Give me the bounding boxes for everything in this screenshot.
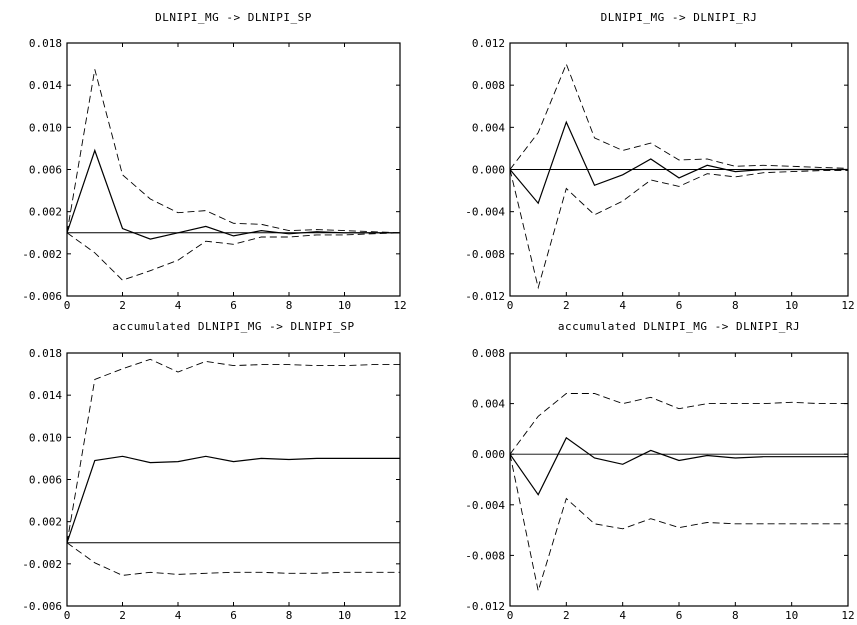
y-tick-label: 0.000 [472, 164, 505, 177]
upper-confidence-band [66, 358, 400, 543]
x-tick-label: 2 [563, 299, 570, 312]
x-tick-label: 8 [732, 609, 739, 622]
x-tick-label: 12 [841, 609, 854, 622]
x-tick-label: 8 [732, 299, 739, 312]
irf-panel-1: DLNIPI_MG -> DLNIPI_SP -0.006 -0.002 0.002 0… [22, 11, 406, 312]
x-tick-label: 4 [175, 609, 182, 622]
x-tick-label: 6 [676, 609, 683, 622]
y-tick-label: 0.006 [29, 474, 62, 487]
x-tick-label: 4 [619, 299, 626, 312]
y-tick-label: 0.008 [472, 347, 505, 360]
y-tick-label: -0.004 [465, 206, 505, 219]
upper-confidence-band [66, 69, 401, 234]
y-tick-label: 0.000 [472, 448, 505, 461]
y-tick-label: 0.014 [29, 389, 62, 402]
y-tick-label: -0.004 [465, 499, 505, 512]
y-tick-label: -0.012 [465, 600, 505, 613]
x-tick-label: 2 [563, 609, 570, 622]
irf-panel-3: accumulated DLNIPI_MG -> DLNIPI_SP -0.006… [22, 320, 406, 622]
x-tick-label: 2 [119, 609, 126, 622]
x-tick-label: 12 [841, 299, 854, 312]
x-tick-label: 10 [338, 609, 351, 622]
impulse-response-line [509, 436, 848, 496]
impulse-response-line [509, 120, 848, 205]
x-tick-label: 6 [676, 299, 683, 312]
y-tick-label: -0.008 [465, 549, 505, 562]
y-tick-label: -0.008 [465, 248, 505, 261]
impulse-response-line [66, 148, 400, 240]
plot-frame [66, 352, 401, 607]
panel-title: accumulated DLNIPI_MG -> DLNIPI_RJ [558, 320, 800, 333]
x-tick-label: 10 [785, 299, 798, 312]
y-tick-label: -0.002 [22, 558, 62, 571]
irf-panel-2: DLNIPI_MG -> DLNIPI_RJ -0.012 -0.008 -0.004… [465, 11, 854, 312]
x-tick-label: 8 [286, 299, 293, 312]
x-tick-label: 6 [230, 299, 237, 312]
y-tick-label: 0.006 [29, 164, 62, 177]
lower-confidence-band [66, 542, 400, 576]
x-tick-label: 6 [230, 609, 237, 622]
panel-title: accumulated DLNIPI_MG -> DLNIPI_SP [112, 320, 354, 333]
x-tick-label: 12 [393, 299, 406, 312]
y-tick-label: -0.006 [22, 600, 62, 613]
x-tick-label: 12 [393, 609, 406, 622]
y-tick-label: 0.010 [29, 431, 62, 444]
x-tick-label: 0 [64, 299, 71, 312]
y-tick-label: 0.018 [29, 347, 62, 360]
upper-confidence-band [509, 393, 848, 455]
x-tick-label: 2 [119, 299, 126, 312]
y-tick-label: 0.014 [29, 79, 62, 92]
x-tick-label: 0 [64, 609, 71, 622]
y-tick-label: -0.006 [22, 290, 62, 303]
y-tick-label: 0.004 [472, 398, 505, 411]
y-tick-label: -0.002 [22, 248, 62, 261]
lower-confidence-band [66, 232, 401, 281]
y-tick-label: 0.002 [29, 206, 62, 219]
plot-frame [66, 42, 401, 297]
y-tick-label: 0.018 [29, 37, 62, 50]
panel-title: DLNIPI_MG -> DLNIPI_SP [155, 11, 312, 24]
x-tick-label: 0 [507, 299, 514, 312]
x-tick-label: 10 [785, 609, 798, 622]
y-tick-label: 0.002 [29, 516, 62, 529]
y-tick-label: 0.008 [472, 79, 505, 92]
upper-confidence-band [509, 62, 849, 170]
x-tick-label: 8 [286, 609, 293, 622]
lower-confidence-band [509, 169, 848, 290]
x-tick-label: 4 [619, 609, 626, 622]
y-tick-label: -0.012 [465, 290, 505, 303]
lower-confidence-band [509, 454, 848, 591]
y-tick-label: 0.010 [29, 121, 62, 134]
panel-title: DLNIPI_MG -> DLNIPI_RJ [601, 11, 758, 24]
impulse-response-line [66, 455, 400, 543]
x-tick-label: 10 [338, 299, 351, 312]
x-tick-label: 4 [175, 299, 182, 312]
irf-panel-4: accumulated DLNIPI_MG -> DLNIPI_RJ -0.012… [465, 320, 854, 622]
x-tick-label: 0 [507, 609, 514, 622]
y-tick-label: 0.004 [472, 121, 505, 134]
plot-frame [509, 352, 849, 607]
y-tick-label: 0.012 [472, 37, 505, 50]
